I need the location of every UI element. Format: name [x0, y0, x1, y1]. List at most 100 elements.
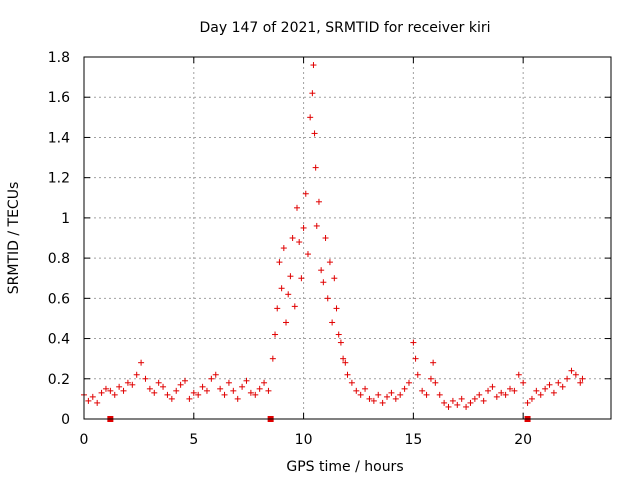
axis-ticks	[83, 56, 611, 420]
data-point	[111, 391, 118, 398]
data-point	[463, 403, 470, 410]
data-point	[454, 401, 461, 408]
data-point	[520, 379, 527, 386]
x-tick-label: 10	[295, 432, 313, 448]
data-point	[322, 235, 329, 241]
data-point	[335, 331, 342, 338]
data-point	[146, 385, 153, 392]
data-point	[243, 377, 250, 384]
data-point	[291, 303, 298, 310]
data-point	[285, 291, 292, 298]
data-point	[324, 295, 331, 302]
data-point	[537, 391, 544, 398]
x-tick-label: 20	[514, 432, 532, 448]
data-point	[533, 387, 540, 394]
chart-title: Day 147 of 2021, SRMTID for receiver kir…	[199, 20, 490, 36]
data-point	[342, 359, 349, 366]
data-point	[252, 391, 259, 398]
data-point	[344, 371, 351, 378]
data-point	[173, 387, 180, 394]
data-point	[287, 273, 294, 280]
data-point	[357, 391, 364, 398]
data-point	[311, 130, 318, 137]
data-point	[414, 371, 421, 378]
x-tick-labels: 0 5 10 15 20	[80, 432, 533, 448]
data-point	[340, 355, 347, 362]
data-point	[331, 275, 338, 282]
data-point	[511, 387, 518, 394]
data-point	[392, 395, 399, 402]
data-point	[199, 383, 206, 390]
data-point	[230, 387, 237, 394]
data-point	[405, 379, 412, 386]
data-point	[313, 222, 320, 229]
data-point	[320, 279, 327, 286]
data-point	[524, 399, 531, 406]
data-point	[362, 385, 369, 392]
data-point	[449, 397, 456, 404]
y-tick-label: 0.6	[48, 291, 70, 307]
y-tick-label: 1.6	[48, 90, 70, 106]
data-point	[353, 387, 360, 394]
data-point	[164, 391, 171, 398]
data-point	[315, 198, 322, 205]
data-point	[577, 379, 584, 386]
data-point	[133, 371, 140, 378]
data-point	[234, 395, 241, 402]
data-point	[280, 245, 287, 252]
data-point	[384, 393, 391, 400]
data-point	[107, 387, 114, 394]
data-point	[572, 371, 579, 378]
data-point	[476, 391, 483, 398]
plot-frame	[83, 56, 612, 420]
data-point	[471, 395, 478, 402]
data-point	[480, 397, 487, 404]
data-point	[208, 375, 215, 382]
y-tick-label: 0	[61, 412, 70, 428]
data-point	[265, 387, 272, 394]
y-tick-label: 1.8	[48, 50, 70, 66]
data-point	[195, 391, 202, 398]
y-tick-label: 0.4	[48, 332, 70, 348]
data-point	[168, 395, 175, 402]
data-point	[579, 375, 586, 382]
data-point	[348, 379, 355, 386]
data-point	[98, 389, 105, 396]
data-point	[217, 385, 224, 392]
data-point	[212, 371, 219, 378]
data-point	[318, 267, 325, 274]
data-point	[155, 379, 162, 386]
data-point	[498, 389, 505, 396]
data-point	[559, 383, 566, 390]
data-point	[423, 391, 430, 398]
data-point	[568, 367, 575, 374]
data-point	[269, 355, 276, 362]
data-point	[102, 385, 109, 392]
data-point	[296, 239, 303, 246]
data-point	[247, 389, 254, 396]
data-point	[375, 391, 382, 398]
data-point	[427, 375, 434, 382]
data-point	[564, 375, 571, 382]
data-point	[436, 391, 443, 398]
data-point	[370, 397, 377, 404]
data-point	[89, 393, 96, 400]
data-point	[550, 389, 557, 396]
data-point	[129, 381, 136, 388]
data-point	[151, 389, 158, 396]
y-tick-label: 1.2	[48, 171, 70, 187]
data-point	[555, 379, 562, 386]
data-point	[515, 371, 522, 378]
data-point	[337, 339, 344, 346]
data-point	[489, 383, 496, 390]
data-point	[379, 399, 386, 406]
data-point	[85, 397, 92, 404]
data-point	[309, 90, 316, 97]
data-points	[81, 62, 586, 410]
data-point	[419, 387, 426, 394]
x-tick-label: 15	[404, 432, 422, 448]
data-point	[225, 379, 232, 386]
y-tick-labels: 0 0.2 0.4 0.6 0.8 1 1.2 1.4 1.6 1.8	[48, 50, 70, 428]
data-point	[528, 395, 535, 402]
